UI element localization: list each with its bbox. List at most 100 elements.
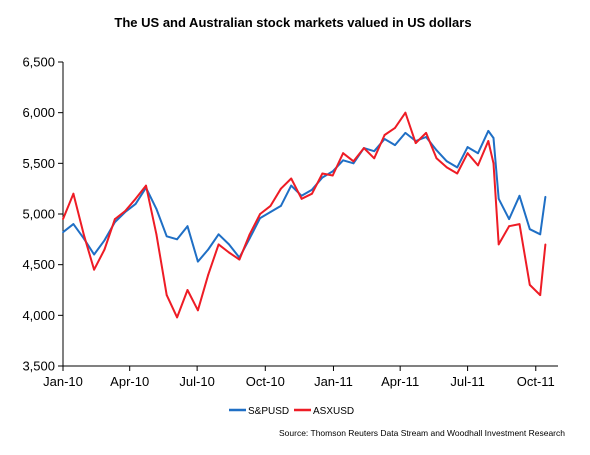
data-point bbox=[342, 159, 345, 162]
x-axis: Jan-10 Apr-10 Jul-10 Oct-10 Jan-11 Apr-11 Jul-… bbox=[43, 365, 558, 389]
data-point bbox=[352, 162, 355, 165]
data-point bbox=[207, 273, 210, 276]
data-point bbox=[544, 195, 547, 198]
x-tick-label: Jan-11 bbox=[314, 374, 353, 389]
data-point bbox=[93, 253, 96, 256]
data-point bbox=[217, 233, 220, 236]
data-point bbox=[404, 111, 407, 114]
data-point bbox=[425, 132, 427, 134]
data-point bbox=[269, 211, 272, 213]
y-tick-label: 5,000 bbox=[22, 207, 55, 222]
data-point bbox=[518, 223, 521, 226]
data-point bbox=[497, 197, 500, 200]
data-point bbox=[311, 192, 313, 195]
data-point bbox=[207, 248, 210, 251]
data-point bbox=[487, 140, 490, 142]
data-point bbox=[165, 294, 168, 296]
data-point bbox=[435, 149, 438, 152]
data-point bbox=[279, 204, 282, 207]
data-point bbox=[311, 188, 313, 191]
data-point bbox=[331, 174, 334, 177]
data-point bbox=[321, 172, 324, 175]
data-point bbox=[259, 213, 262, 215]
data-point bbox=[62, 231, 64, 234]
data-point bbox=[196, 309, 199, 312]
data-point bbox=[176, 316, 179, 319]
data-point bbox=[155, 233, 158, 236]
data-point bbox=[528, 284, 531, 286]
data-point bbox=[269, 204, 272, 207]
data-point bbox=[487, 130, 490, 132]
data-point bbox=[145, 184, 147, 187]
data-point bbox=[217, 243, 220, 246]
data-point bbox=[124, 210, 127, 212]
data-point bbox=[176, 238, 179, 241]
data-point bbox=[477, 152, 479, 155]
data-point bbox=[352, 160, 355, 163]
y-tick-label: 4,000 bbox=[22, 308, 55, 323]
x-tick-label: Jan-10 bbox=[43, 374, 83, 389]
data-point bbox=[331, 170, 334, 173]
data-point bbox=[290, 177, 293, 180]
data-point bbox=[228, 251, 230, 254]
series-layer bbox=[62, 111, 547, 319]
data-point bbox=[539, 294, 542, 296]
data-point bbox=[103, 248, 106, 251]
data-point bbox=[62, 218, 64, 220]
x-tick-label: Apr-10 bbox=[110, 374, 149, 389]
data-point bbox=[196, 260, 199, 263]
data-point bbox=[466, 152, 469, 155]
x-tick-label: Jul-10 bbox=[179, 374, 214, 389]
data-point bbox=[394, 126, 396, 129]
data-point bbox=[186, 225, 189, 228]
y-tick-label: 3,500 bbox=[22, 359, 55, 374]
chart-title: The US and Australian stock markets valu… bbox=[114, 15, 471, 30]
data-point bbox=[248, 233, 251, 236]
data-point bbox=[290, 184, 293, 187]
data-point bbox=[72, 223, 75, 226]
x-tick-label: Oct-10 bbox=[246, 374, 285, 389]
data-point bbox=[134, 202, 137, 205]
x-tick-label: Jul-11 bbox=[450, 374, 484, 389]
y-axis: 3,500 4,000 4,500 5,000 5,500 6,000 6,500 bbox=[22, 55, 64, 374]
data-point bbox=[228, 243, 230, 246]
y-tick-label: 5,500 bbox=[22, 156, 55, 171]
data-point bbox=[466, 146, 469, 149]
data-point bbox=[508, 218, 510, 220]
data-point bbox=[362, 147, 365, 150]
x-tick-label: Oct-11 bbox=[517, 374, 555, 389]
legend-label: ASXUSD bbox=[313, 406, 354, 417]
source-note: Source: Thomson Reuters Data Stream and … bbox=[279, 428, 565, 438]
data-point bbox=[445, 166, 448, 169]
data-point bbox=[300, 197, 303, 200]
data-point bbox=[342, 152, 345, 155]
data-point bbox=[103, 239, 106, 242]
data-point bbox=[544, 243, 547, 246]
data-point bbox=[93, 268, 96, 271]
data-point bbox=[383, 138, 386, 140]
legend-label: S&PUSD bbox=[248, 406, 289, 417]
data-point bbox=[259, 217, 262, 219]
data-point bbox=[435, 157, 438, 160]
y-tick-label: 6,500 bbox=[22, 55, 55, 70]
data-point bbox=[238, 258, 241, 261]
data-point bbox=[456, 166, 459, 169]
data-point bbox=[414, 142, 417, 144]
series-line-asxusd bbox=[62, 111, 547, 319]
y-tick-label: 6,000 bbox=[22, 105, 55, 120]
data-point bbox=[134, 197, 137, 200]
data-point bbox=[279, 187, 282, 190]
data-point bbox=[404, 132, 407, 134]
data-point bbox=[373, 157, 376, 160]
data-point bbox=[497, 243, 500, 246]
legend: S&PUSD ASXUSD bbox=[229, 406, 354, 417]
data-point bbox=[82, 233, 85, 236]
data-point bbox=[165, 235, 168, 238]
data-point bbox=[373, 150, 376, 153]
data-point bbox=[383, 134, 386, 136]
data-point bbox=[492, 162, 495, 165]
y-tick-label: 4,500 bbox=[22, 257, 55, 272]
data-point bbox=[539, 233, 542, 236]
data-point bbox=[477, 164, 479, 167]
